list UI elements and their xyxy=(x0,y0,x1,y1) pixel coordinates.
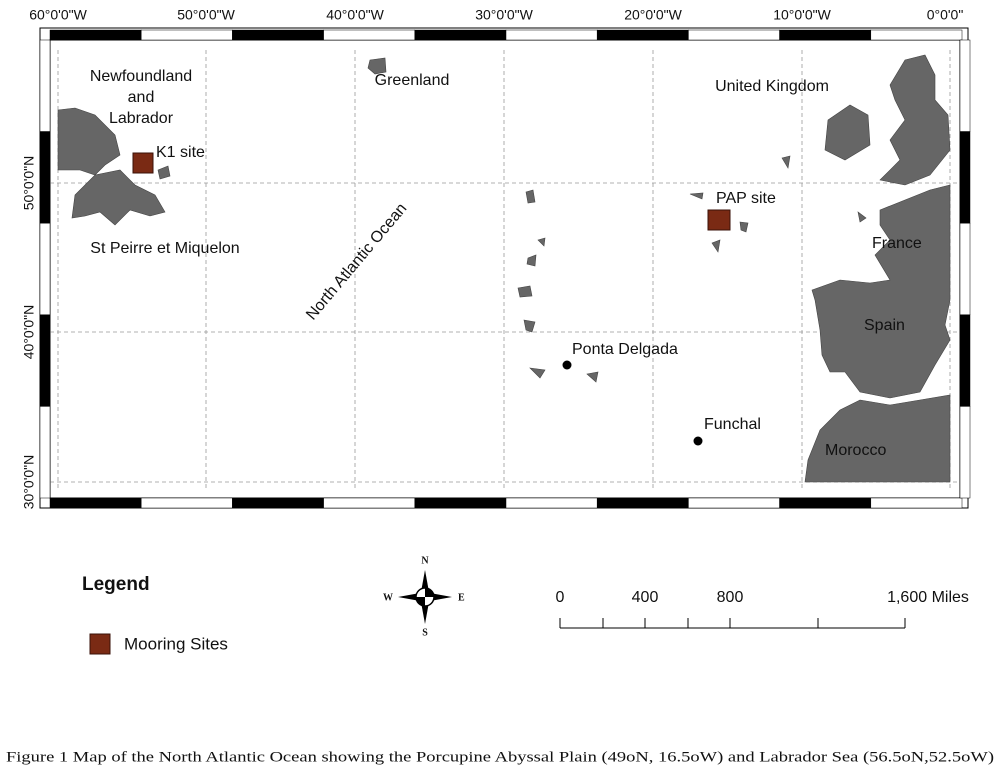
morocco xyxy=(804,394,951,483)
place-label: Ponta Delgada xyxy=(572,341,678,358)
border-segment xyxy=(959,314,971,407)
island xyxy=(711,239,721,253)
funchal-dot xyxy=(693,436,703,446)
place-label: and xyxy=(128,89,155,106)
latitude-label: 30°0'0"N xyxy=(21,455,37,510)
place-label: Funchal xyxy=(704,416,761,433)
border-segment xyxy=(49,29,142,41)
border-segment xyxy=(870,497,963,509)
longitude-label: 40°0'0"W xyxy=(326,7,384,23)
legend-item: Mooring Sites xyxy=(124,634,228,653)
legend-swatch xyxy=(89,633,111,655)
border-segment xyxy=(414,497,507,509)
scale-label: 1,600 Miles xyxy=(887,589,969,606)
island xyxy=(781,155,791,169)
ireland xyxy=(824,104,871,161)
place-label: Spain xyxy=(864,317,905,334)
place-label: K1 site xyxy=(156,144,205,161)
border-segment xyxy=(323,497,416,509)
border-segment xyxy=(232,497,324,509)
border-segment xyxy=(323,29,416,41)
border-segment xyxy=(39,314,51,407)
island xyxy=(517,285,533,298)
legend-title: Legend xyxy=(82,574,150,595)
place-label: PAP site xyxy=(716,190,776,207)
figure-caption: Figure 1 Map of the North Atlantic Ocean… xyxy=(6,749,994,765)
border-segment xyxy=(140,29,233,41)
border-segment xyxy=(505,497,598,509)
place-label: St Peirre et Miquelon xyxy=(90,240,239,257)
longitude-label: 0°0'0" xyxy=(927,7,964,23)
border-segment xyxy=(232,29,324,41)
island xyxy=(523,319,536,333)
france-iberia xyxy=(811,184,951,399)
island xyxy=(526,254,537,267)
latitude-label: 50°0'0"N xyxy=(21,156,37,211)
place-label: Morocco xyxy=(825,442,886,459)
border-segment xyxy=(596,29,689,41)
uk xyxy=(879,54,951,186)
border-segment xyxy=(779,29,872,41)
island xyxy=(525,189,536,204)
compass: N S E W xyxy=(383,555,465,638)
scale-label: 400 xyxy=(632,589,659,606)
scale-label: 800 xyxy=(717,589,744,606)
compass-north: N xyxy=(421,555,429,566)
border-segment xyxy=(39,406,51,499)
compass-west: W xyxy=(383,592,393,603)
place-label: France xyxy=(872,235,922,252)
map-area-frame xyxy=(49,39,961,499)
pap-site-marker xyxy=(707,209,731,231)
neatline xyxy=(39,29,971,509)
border-segment xyxy=(505,29,598,41)
land xyxy=(57,54,951,483)
border-segment xyxy=(959,222,971,316)
border-segment xyxy=(39,222,51,316)
border-segment xyxy=(959,39,971,132)
scale-label: 0 xyxy=(556,589,565,606)
longitude-label: 50°0'0"W xyxy=(177,7,235,23)
longitude-label: 60°0'0"W xyxy=(29,7,87,23)
latitude-label: 40°0'0"N xyxy=(21,305,37,360)
island xyxy=(529,367,546,379)
island xyxy=(739,221,749,233)
compass-east: E xyxy=(458,592,465,603)
greenland xyxy=(367,57,387,75)
island xyxy=(689,192,704,200)
island xyxy=(157,165,171,180)
border-segment xyxy=(959,406,971,499)
border-segment xyxy=(140,497,233,509)
newfoundland xyxy=(71,169,166,226)
compass-south: S xyxy=(422,627,428,638)
place-label: Labrador xyxy=(109,110,174,127)
labrador xyxy=(57,107,121,176)
island xyxy=(537,237,546,247)
border-segment xyxy=(779,497,872,509)
ponta-delgada-dot xyxy=(562,360,572,370)
border-segment xyxy=(688,497,780,509)
island xyxy=(857,211,867,223)
longitude-label: 30°0'0"W xyxy=(475,7,533,23)
place-label: Newfoundland xyxy=(90,68,192,85)
border-segment xyxy=(688,29,780,41)
border-segment xyxy=(596,497,689,509)
border-segment xyxy=(39,131,51,224)
border-segment xyxy=(49,497,142,509)
border-segment xyxy=(414,29,507,41)
k1-site-marker xyxy=(132,152,154,174)
border-segment xyxy=(959,131,971,224)
place-label: United Kingdom xyxy=(715,78,829,95)
border-segment xyxy=(39,39,51,132)
place-label: Greenland xyxy=(375,72,450,89)
scale-bar: 0 400 800 1,600 Miles xyxy=(556,589,969,629)
island xyxy=(586,371,599,383)
border-segment xyxy=(870,29,963,41)
longitude-label: 10°0'0"W xyxy=(773,7,831,23)
longitude-label: 20°0'0"W xyxy=(624,7,682,23)
